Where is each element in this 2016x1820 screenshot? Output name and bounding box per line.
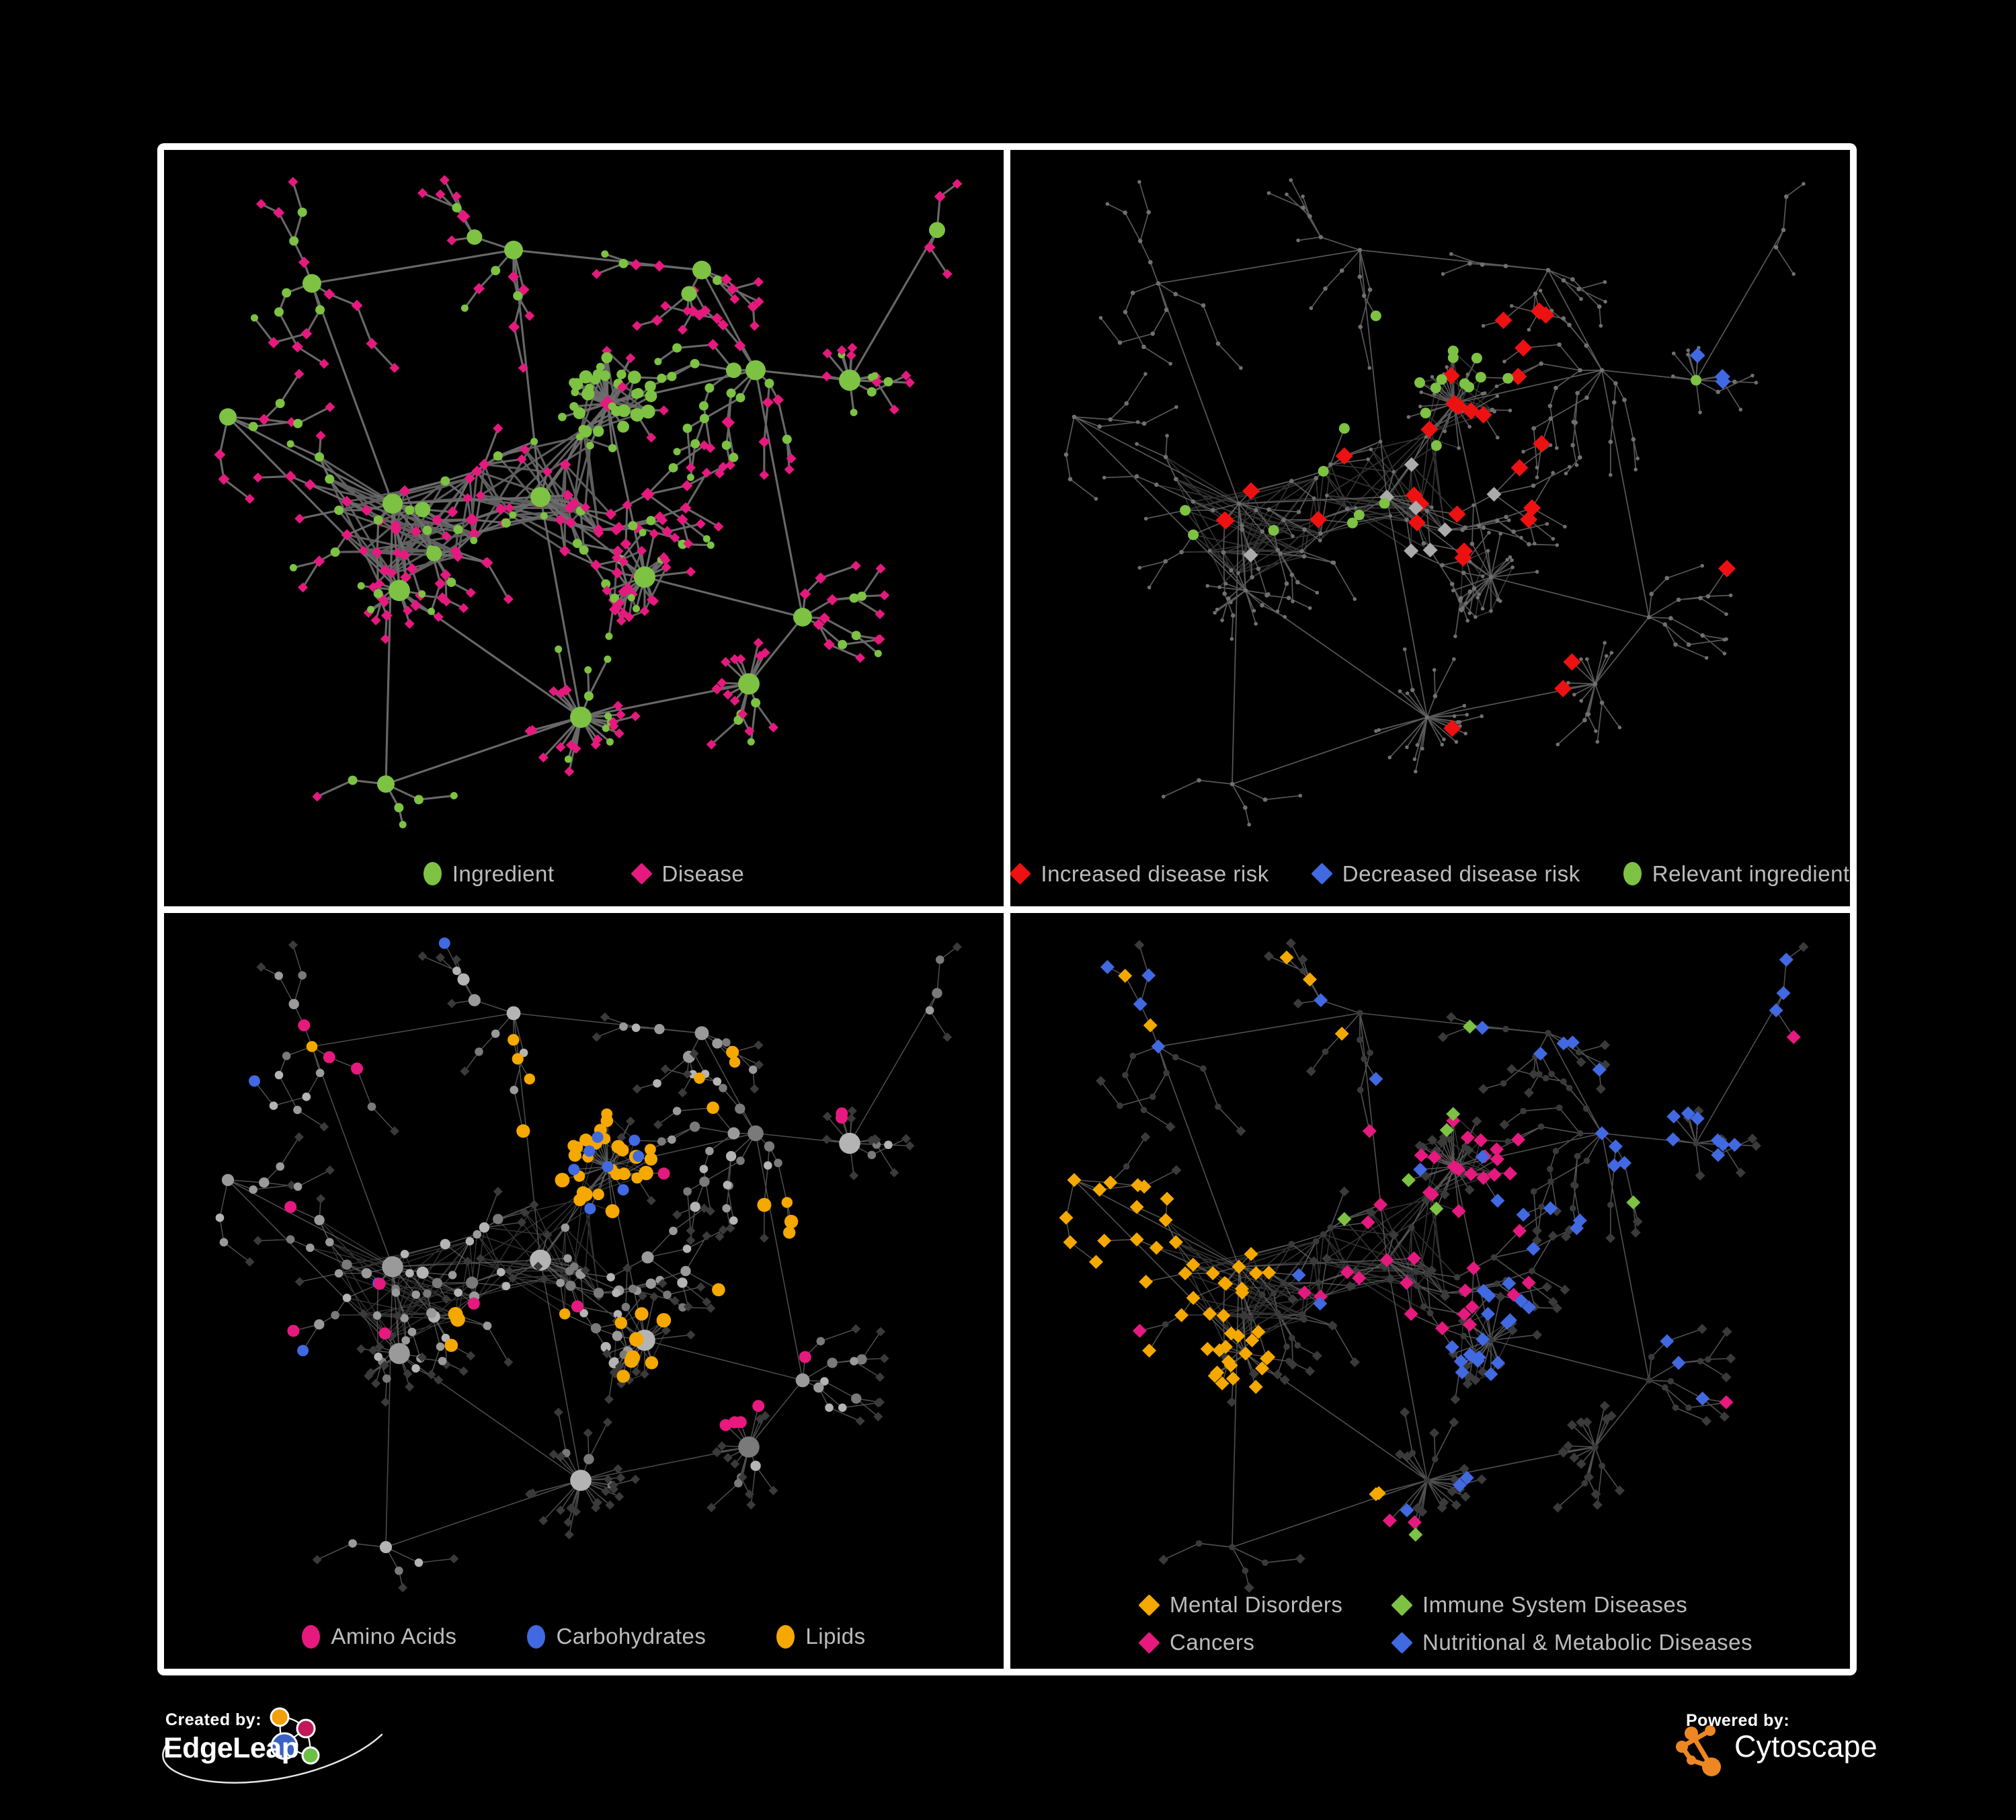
legend-label: Disease [661,861,745,886]
panel-disease-categories: Mental Disorders Immune System Diseases Ca… [1010,912,1850,1669]
legend-item-mental-disorders: Mental Disorders [1138,1592,1392,1618]
edges-layer [1065,180,1804,825]
amino-acids-circle-swatch [302,1624,321,1649]
nodes-layer [1063,178,1806,827]
legend-disease-categories: Mental Disorders Immune System Diseases Ca… [1010,1581,1850,1669]
legend-item-nutritional-metabolic-diseases: Nutritional & Metabolic Diseases [1391,1630,1753,1655]
cytoscape-logo-text: Cytoscape [1734,1729,1878,1764]
network-ingredient-disease [164,150,1004,844]
increased-disease-risk-diamond-swatch [1010,863,1032,885]
legend-item-decreased-disease-risk: Decreased disease risk [1310,861,1580,887]
highlight-layer [1059,950,1801,1542]
legend-item-cancers: Cancers [1138,1630,1392,1655]
nodes-layer [214,175,963,828]
created-by-label: Created by: [165,1710,262,1729]
network-svg [1063,178,1806,827]
carbohydrates-circle-swatch [527,1624,546,1649]
legend-label: Nutritional & Metabolic Diseases [1422,1630,1753,1655]
legend-macronutrient-classes: Amino Acids Carbohydrates Lipids [164,1604,1004,1669]
nodes-layer [1096,937,1809,1593]
ingredient-circle-swatch [423,862,442,885]
edgeleap-network-glyph [270,1707,320,1765]
legend-label: Lipids [805,1624,866,1649]
mental-disorders-diamond-swatch [1138,1593,1160,1616]
legend-ingredient-disease: Ingredient Disease [164,842,1004,906]
cancers-diamond-swatch [1138,1631,1160,1654]
legend-label: Ingredient [452,861,555,886]
nutritional-metabolic-diseases-diamond-swatch [1391,1631,1413,1654]
legend-label: Carbohydrates [556,1624,707,1649]
edgeleap-swoosh [145,1731,401,1791]
legend-item-disease: Disease [630,861,745,887]
edges-layer [219,943,958,1588]
powered-by-label: Powered by: [1686,1711,1790,1730]
network-disease-categories [1010,913,1850,1608]
legend-item-carbohydrates: Carbohydrates [527,1624,706,1649]
highlight-layer [1180,302,1736,738]
legend-item-increased-disease-risk: Increased disease risk [1010,861,1268,887]
legend-label: Amino Acids [331,1624,457,1649]
highlight-layer [219,222,945,793]
legend-item-ingredient: Ingredient [423,861,555,887]
legend-item-amino-acids: Amino Acids [302,1624,456,1649]
panel-disease-risk: Increased disease risk Decreased disease … [1010,150,1850,906]
network-macronutrient-classes [164,913,1004,1608]
legend-item-relevant-ingredient: Relevant ingredient [1623,861,1850,887]
network-svg [215,937,962,1592]
immune-system-diseases-diamond-swatch [1391,1593,1413,1616]
legend-item-immune-system-diseases: Immune System Diseases [1391,1592,1752,1618]
cytoscape-network-glyph [1676,1725,1721,1776]
legend-label: Immune System Diseases [1422,1592,1688,1617]
lipids-circle-swatch [776,1624,795,1649]
panel-macronutrient-classes: Amino Acids Carbohydrates Lipids [164,912,1004,1669]
disease-diamond-swatch [630,863,653,885]
legend-label: Cancers [1170,1630,1255,1655]
network-disease-risk [1010,150,1850,844]
edges-layer [218,180,958,825]
legend-disease-risk: Increased disease risk Decreased disease … [1010,842,1850,906]
edgeleap-swoosh-path [162,1733,383,1784]
cytoscape-logo-icon [1675,1723,1732,1782]
network-svg [1059,937,1809,1593]
edgeleap-logo-text: EdgeLeap [163,1732,299,1764]
legend-item-lipids: Lipids [776,1624,865,1649]
legend-label: Relevant ingredient [1652,861,1850,886]
panel-ingredient-disease: Ingredient Disease [164,150,1004,906]
legend-label: Mental Disorders [1170,1592,1343,1617]
legend-label: Increased disease risk [1041,861,1269,886]
panel-grid: Ingredient Disease Increased disease risk… [157,143,1857,1675]
relevant-ingredient-circle-swatch [1623,862,1642,885]
network-svg [214,175,963,828]
highlight-layer [249,937,848,1431]
edgeleap-logo-icon [266,1702,340,1776]
legend-label: Decreased disease risk [1342,861,1580,886]
edges-layer [1065,943,1804,1588]
decreased-disease-risk-diamond-swatch [1310,863,1333,885]
